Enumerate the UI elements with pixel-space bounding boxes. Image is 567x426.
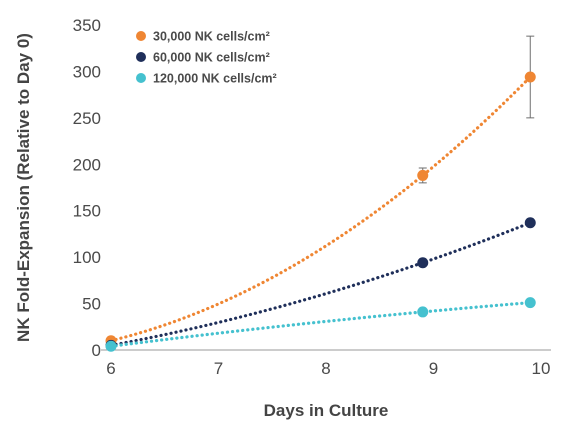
legend-marker <box>136 73 146 83</box>
x-tick-label: 7 <box>214 359 223 378</box>
x-tick-label: 9 <box>429 359 438 378</box>
data-point-series-3 <box>105 340 117 352</box>
x-tick-label: 6 <box>106 359 115 378</box>
legend: 30,000 NK cells/cm² 60,000 NK cells/cm² 12… <box>136 30 277 86</box>
trendline-series-1 <box>109 75 532 343</box>
y-tick-label: 250 <box>73 109 101 128</box>
legend-marker <box>136 31 146 41</box>
data-point-series-3 <box>524 297 536 309</box>
trendlines <box>109 75 532 348</box>
y-tick-labels: 0 50 100 150 200 250 300 350 <box>73 16 101 360</box>
trendline-series-3 <box>109 301 532 348</box>
data-point-series-3 <box>417 306 429 318</box>
data-point-series-2 <box>524 217 536 229</box>
y-tick-label: 300 <box>73 62 101 81</box>
legend-marker <box>136 52 146 62</box>
x-tick-label: 10 <box>532 359 551 378</box>
legend-label: 60,000 NK cells/cm² <box>153 51 270 65</box>
y-tick-label: 50 <box>82 295 101 314</box>
y-tick-label: 200 <box>73 155 101 174</box>
data-point-series-2 <box>417 257 429 269</box>
trendline-series-2 <box>109 221 532 347</box>
data-point-series-1 <box>524 71 536 83</box>
x-tick-labels: 6 7 8 9 10 <box>106 359 550 378</box>
y-tick-label: 150 <box>73 202 101 221</box>
legend-label: 30,000 NK cells/cm² <box>153 30 270 44</box>
x-axis-title: Days in Culture <box>264 401 389 420</box>
legend-label: 120,000 NK cells/cm² <box>153 72 277 86</box>
y-tick-label: 0 <box>92 341 101 360</box>
data-points <box>105 71 536 352</box>
y-tick-label: 100 <box>73 248 101 267</box>
error-bars <box>418 35 535 184</box>
y-tick-label: 350 <box>73 16 101 35</box>
y-axis-title: NK Fold-Expansion (Relative to Day 0) <box>14 33 33 342</box>
data-point-series-1 <box>417 169 429 181</box>
x-tick-label: 8 <box>321 359 330 378</box>
